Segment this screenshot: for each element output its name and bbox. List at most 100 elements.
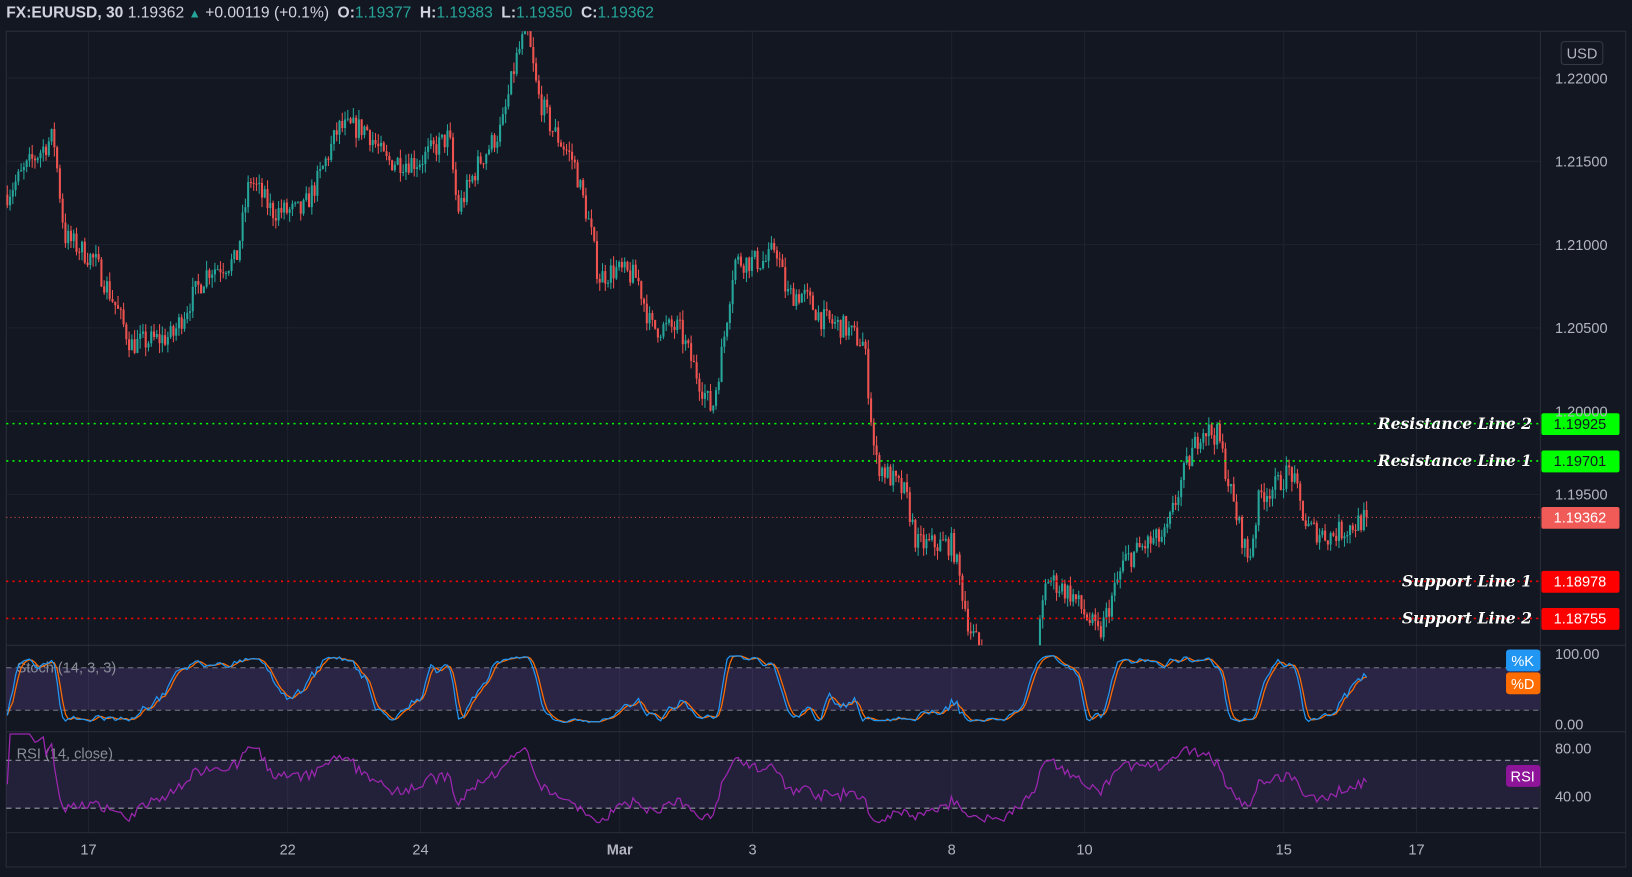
candle (249, 177, 252, 188)
candle-body (546, 99, 549, 108)
candle-body (319, 168, 322, 171)
candle-body (922, 534, 925, 549)
candle-body (1315, 522, 1318, 543)
candle (659, 334, 662, 342)
candle (1346, 530, 1349, 544)
candle (1293, 465, 1296, 484)
candle (914, 518, 917, 552)
candle (285, 198, 288, 215)
candle (263, 185, 266, 199)
candle-body (576, 162, 579, 188)
candle-body (626, 261, 629, 271)
level-lines[interactable]: Resistance Line 2 1.19925 Resistance Line … (6, 413, 1620, 630)
candle-body (1094, 614, 1097, 621)
candle-body (1174, 502, 1177, 505)
candle-body (659, 336, 662, 338)
candle (1185, 447, 1188, 465)
candle (562, 142, 565, 156)
candle (604, 264, 607, 292)
candle (759, 267, 762, 271)
candle-body (936, 547, 939, 551)
candle-body (1271, 489, 1274, 499)
candle (139, 325, 142, 349)
candle (565, 143, 568, 155)
candle (89, 252, 92, 270)
candle (645, 294, 648, 331)
candle (438, 132, 441, 163)
level-price-label: 1.18755 (1554, 612, 1607, 628)
candle-body (1052, 575, 1055, 581)
candle-body (1191, 447, 1194, 467)
candle (302, 198, 305, 216)
candle (598, 273, 601, 291)
candle (651, 310, 654, 327)
candle-body (11, 190, 14, 197)
rsi-tick-label: 80.00 (1555, 742, 1591, 758)
candle-body (1241, 517, 1244, 548)
low-label: L: (501, 4, 517, 22)
candle (739, 252, 742, 268)
candle-body (728, 304, 731, 323)
candle-body (1124, 553, 1127, 561)
candle-body (1149, 536, 1152, 544)
candle-body (421, 163, 424, 165)
candle (620, 257, 623, 273)
candle-body (811, 295, 814, 310)
candle (734, 258, 737, 285)
candle-body (1290, 467, 1293, 482)
candle (283, 199, 286, 220)
candle (626, 260, 629, 273)
candle-body (958, 554, 961, 576)
candle-body (1063, 583, 1066, 599)
candle (230, 253, 233, 276)
candle (678, 312, 682, 330)
candle-body (144, 331, 147, 348)
candle (435, 135, 438, 162)
candle-body (714, 390, 718, 406)
candle (463, 191, 466, 208)
candle (665, 315, 668, 332)
candle-body (554, 127, 557, 132)
candle-body (903, 482, 906, 493)
candle-body (568, 150, 571, 152)
candle (20, 163, 23, 172)
candle-body (119, 308, 122, 310)
candle (1357, 507, 1360, 532)
candle (474, 172, 477, 187)
level-price-tag (1541, 413, 1620, 436)
candle-body (831, 319, 834, 324)
candle (925, 533, 928, 555)
candle (557, 121, 560, 147)
candle-body (487, 149, 491, 155)
candle-body (571, 151, 574, 160)
currency-button[interactable] (1560, 41, 1604, 66)
candle (1072, 588, 1075, 607)
symbol-name[interactable]: FX:EURUSD, 30 (6, 4, 124, 22)
candle-body (806, 289, 809, 292)
candle (1113, 572, 1116, 602)
candle-body (1346, 534, 1349, 537)
candle (795, 289, 798, 310)
candle-body (1169, 512, 1172, 524)
candle-body (1088, 620, 1091, 623)
candle (238, 240, 241, 263)
candle (255, 177, 258, 192)
candle-body (476, 156, 479, 181)
candle-body (277, 208, 280, 221)
candle (762, 251, 765, 270)
candle (92, 252, 95, 267)
candle-body (83, 241, 86, 263)
candle (158, 324, 161, 354)
candles (6, 31, 1368, 646)
candle (969, 622, 972, 640)
candle-body (753, 250, 756, 257)
candle (687, 338, 690, 348)
candle (881, 466, 884, 482)
candle-body (80, 241, 84, 253)
candle-body (14, 181, 17, 191)
candle-body (670, 319, 673, 327)
candle (568, 141, 571, 162)
candle-body (1365, 510, 1368, 518)
